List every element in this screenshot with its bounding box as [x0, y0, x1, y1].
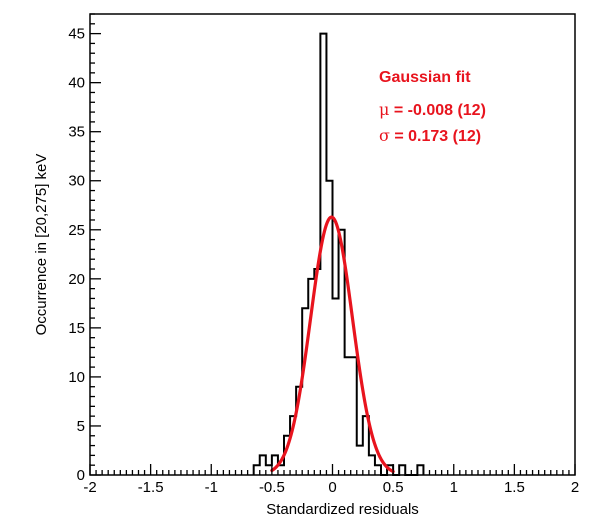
mu-text: = -0.008 (12) [389, 102, 486, 119]
x-tick-label: 0 [328, 479, 336, 496]
histogram-bin [399, 465, 405, 475]
histogram-bin [254, 465, 260, 475]
y-tick-label: 40 [68, 75, 85, 92]
x-tick-label: 0.5 [383, 479, 404, 496]
y-axis-label: Occurrence in [20,275] keV [33, 154, 50, 336]
x-tick-label: 2 [571, 479, 579, 496]
y-tick-label: 15 [68, 320, 85, 337]
sigma-text: = 0.173 (12) [390, 128, 481, 145]
y-tick-label: 45 [68, 26, 85, 43]
histogram-bin [278, 465, 284, 475]
histogram-bin [375, 465, 381, 475]
y-tick-label: 0 [77, 467, 85, 484]
histogram-bin [333, 298, 339, 475]
fit-title: Gaussian fit [379, 69, 471, 86]
histogram-bin [357, 446, 363, 475]
histogram-bin [345, 357, 351, 475]
y-tick-label: 10 [68, 369, 85, 386]
y-tick-label: 20 [68, 271, 85, 288]
mu-symbol: μ [379, 100, 389, 119]
y-axis: 0 5 10 15 20 25 30 35 40 45 [68, 13, 101, 484]
x-tick-label: 1 [450, 479, 458, 496]
y-tick-label: 35 [68, 124, 85, 141]
y-tick-label: 30 [68, 173, 85, 190]
x-tick-label: -0.5 [259, 479, 285, 496]
gaussian-fit-curve [270, 215, 395, 474]
y-tick-label: 25 [68, 222, 85, 239]
fit-layer [270, 215, 395, 474]
y-tick-label: 5 [77, 418, 85, 435]
histogram-bin [314, 269, 320, 475]
sigma-symbol: σ [379, 126, 390, 145]
fit-annotation: Gaussian fit μ = -0.008 (12) σ = 0.173 (… [379, 69, 486, 145]
x-tick-label: -1 [205, 479, 218, 496]
histogram-bin [351, 357, 357, 475]
x-tick-label: -1.5 [138, 479, 164, 496]
histogram-bin [260, 455, 266, 475]
x-axis-label: Standardized residuals [266, 501, 419, 518]
histogram-bin [369, 455, 375, 475]
x-tick-label: -2 [83, 479, 96, 496]
histogram-bin [417, 465, 423, 475]
fit-sigma-value: σ = 0.173 (12) [379, 126, 481, 145]
x-axis: -2 -1.5 -1 -0.5 0 0.5 1 1.5 2 [83, 464, 579, 496]
x-tick-label: 1.5 [504, 479, 525, 496]
fit-mu-value: μ = -0.008 (12) [379, 100, 486, 119]
